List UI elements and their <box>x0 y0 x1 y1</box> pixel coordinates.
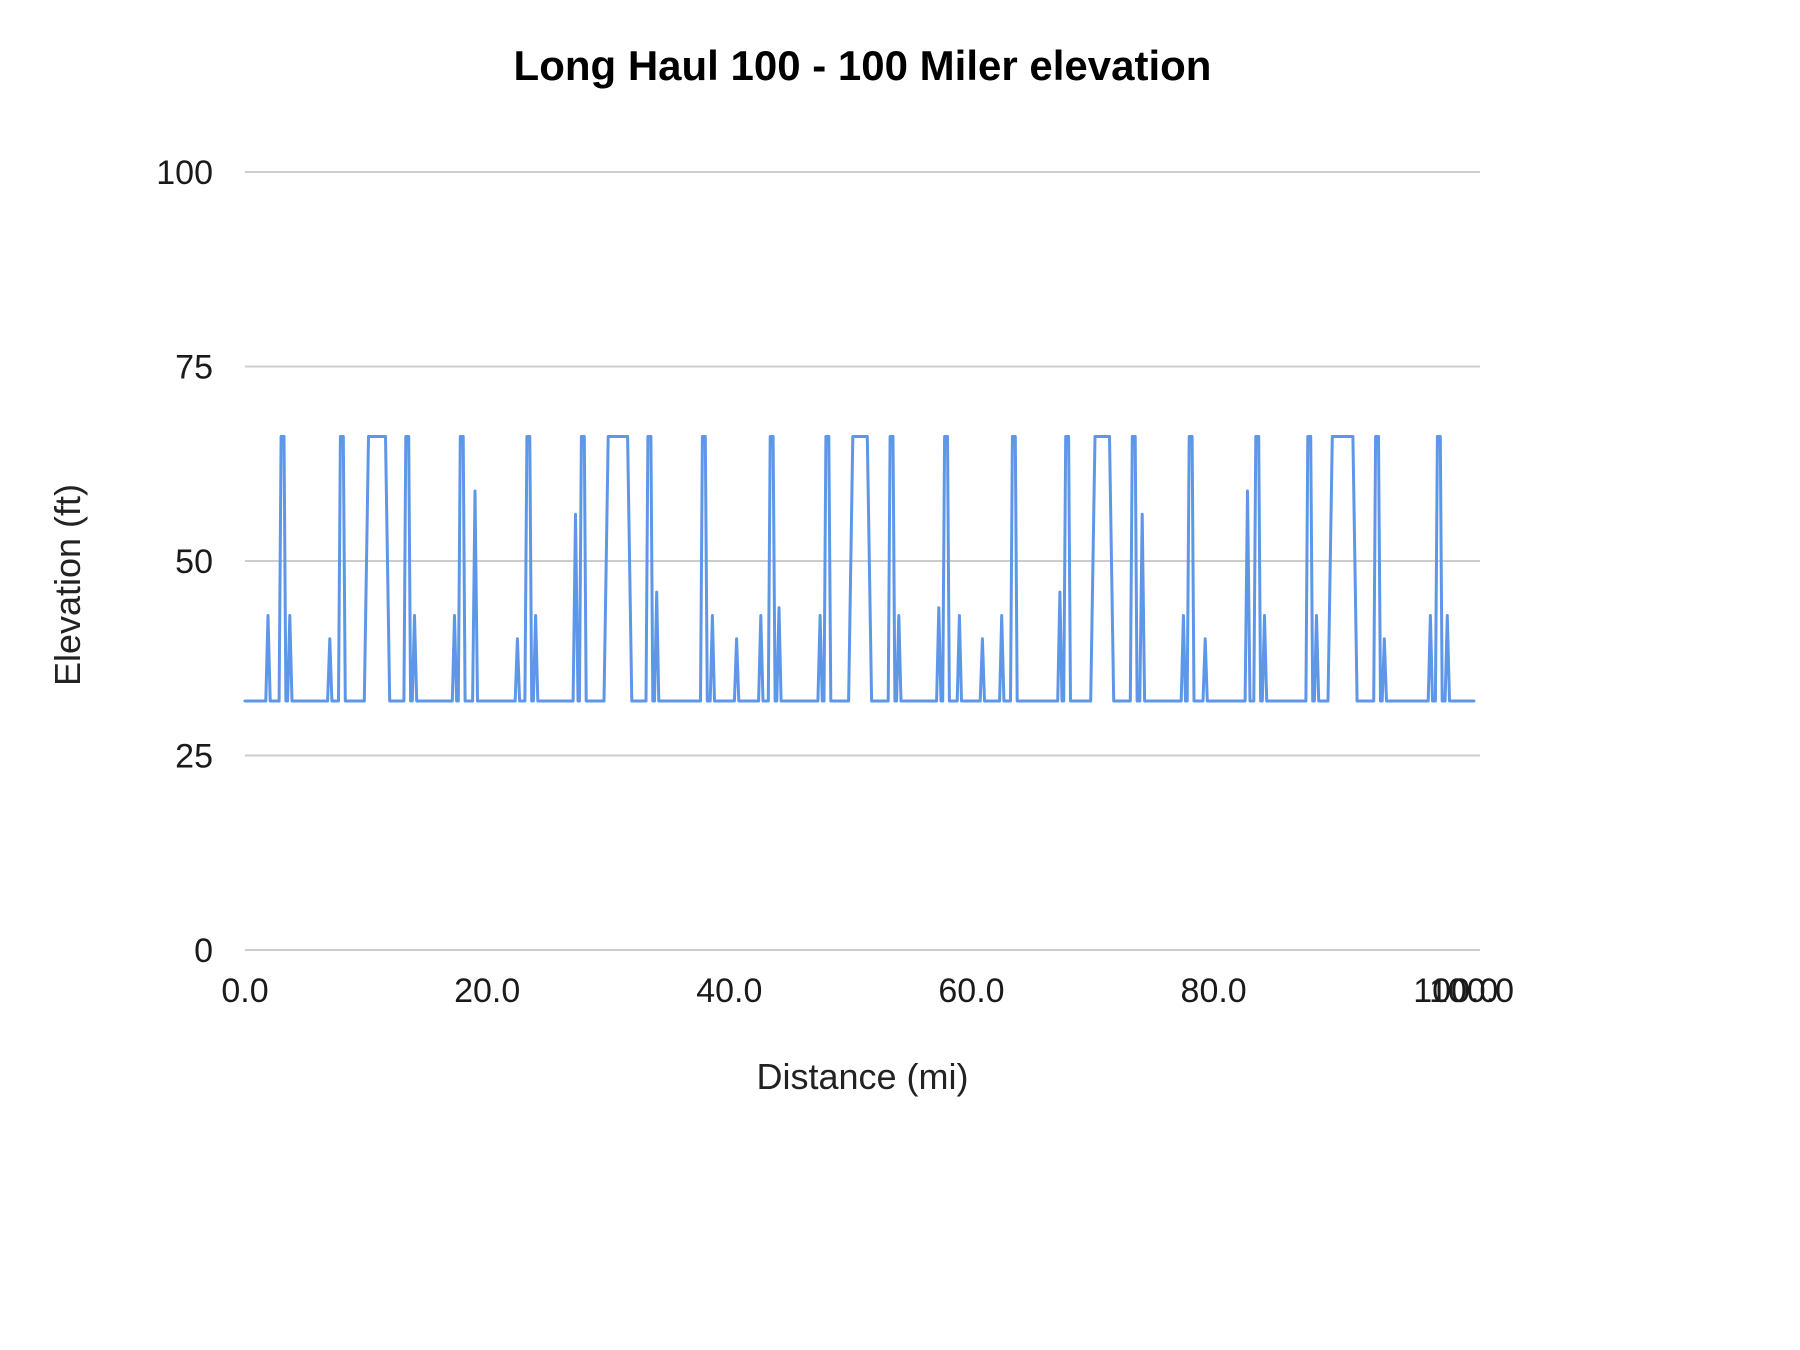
y-tick-label: 75 <box>175 349 213 387</box>
y-tick-label: 25 <box>175 738 213 776</box>
x-tick-label: 60.0 <box>938 972 1004 1010</box>
y-tick-label: 100 <box>156 154 213 192</box>
x-tick-label: 0.0 <box>221 972 268 1010</box>
x-tick-label: 40.0 <box>696 972 762 1010</box>
x-tick-label: 20.0 <box>454 972 520 1010</box>
x-tick-label: 100.0 <box>1429 972 1514 1010</box>
x-tick-label: 100.0 <box>1413 972 1498 1010</box>
x-axis-title: Distance (mi) <box>756 1056 969 1097</box>
x-tick-label: 80.0 <box>1181 972 1247 1010</box>
y-tick-label: 0 <box>194 932 213 970</box>
elevation-line <box>243 435 1476 703</box>
chart-title: Long Haul 100 - 100 Miler elevation <box>513 42 1212 89</box>
y-tick-label: 50 <box>175 543 213 581</box>
